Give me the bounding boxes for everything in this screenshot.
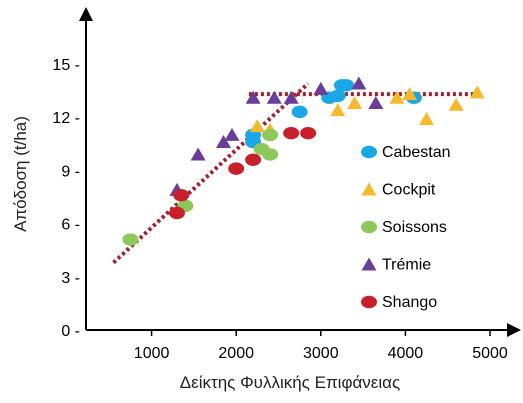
- data-point: [283, 126, 300, 140]
- y-tick-label: 6 -: [61, 217, 80, 234]
- y-tick-label: 15 -: [52, 57, 80, 74]
- data-point: [262, 148, 279, 161]
- x-tick-label: 3000: [303, 345, 339, 362]
- y-axis-title: Απόδοση (t/ha): [11, 116, 30, 232]
- data-point: [330, 103, 346, 117]
- legend: Cabestan Cockpit Soissons Trémie Shango: [361, 144, 451, 311]
- legend-marker: [361, 295, 377, 309]
- data-point: [216, 135, 232, 149]
- legend-label: Cockpit: [382, 182, 436, 199]
- y-tick-label: 12 -: [52, 110, 80, 127]
- legend-label: Trémie: [382, 257, 431, 274]
- data-point: [402, 87, 418, 101]
- x-axis-title: Δείκτης Φυλλικής Επιφάνειας: [180, 373, 400, 392]
- data-point: [122, 233, 139, 246]
- series-trémie: [169, 76, 384, 196]
- data-point: [313, 81, 329, 95]
- data-point: [283, 90, 299, 104]
- data-point: [190, 147, 206, 161]
- data-point: [469, 85, 485, 99]
- x-axis-ticks: 1000 2000 3000 4000 5000: [134, 330, 508, 362]
- y-tick-label: 9 -: [61, 163, 80, 180]
- x-tick-label: 1000: [134, 345, 170, 362]
- data-point: [329, 89, 346, 103]
- x-tick-label: 4000: [388, 345, 424, 362]
- legend-label: Soissons: [382, 219, 447, 236]
- legend-marker: [361, 220, 377, 234]
- data-point: [351, 76, 367, 90]
- legend-label: Cabestan: [382, 144, 451, 161]
- data-point: [266, 90, 282, 104]
- data-point: [249, 119, 265, 133]
- legend-marker: [361, 182, 377, 196]
- data-point: [419, 111, 435, 125]
- data-point: [389, 90, 405, 104]
- trend-lines: [112, 82, 478, 265]
- data-point: [300, 126, 317, 140]
- data-point: [338, 79, 355, 92]
- data-point: [173, 189, 190, 202]
- data-point: [245, 90, 261, 104]
- data-point: [368, 96, 384, 110]
- data-point: [168, 206, 185, 220]
- data-points: [122, 76, 485, 246]
- y-axis-ticks: 0 - 3 - 6 - 9 - 12 - 15 -: [52, 57, 80, 340]
- data-point: [228, 162, 245, 175]
- legend-label: Shango: [382, 294, 437, 311]
- data-point: [224, 127, 240, 141]
- data-point: [448, 97, 464, 111]
- legend-marker: [361, 145, 377, 159]
- y-tick-label: 0 -: [61, 323, 80, 340]
- series-shango: [168, 126, 317, 220]
- trend-line-1: [112, 82, 310, 265]
- y-tick-label: 3 -: [61, 270, 80, 287]
- data-point: [291, 105, 308, 119]
- legend-marker: [361, 257, 377, 271]
- series-soissons: [122, 128, 279, 246]
- x-tick-label: 2000: [218, 345, 254, 362]
- x-tick-label: 5000: [472, 345, 508, 362]
- data-point: [245, 153, 262, 166]
- data-point: [347, 96, 363, 110]
- data-point: [262, 128, 279, 142]
